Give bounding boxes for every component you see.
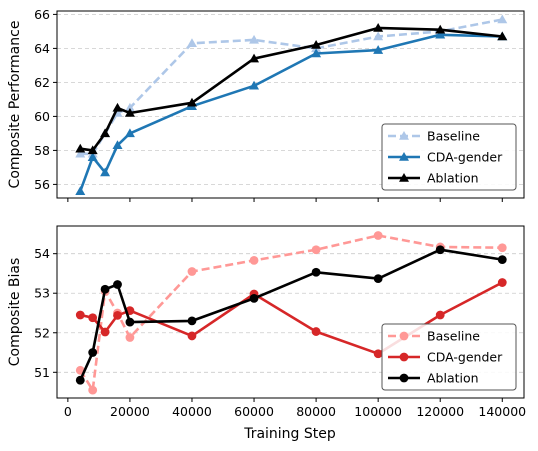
data-point [497, 255, 507, 265]
data-point [75, 310, 85, 320]
data-point [311, 245, 321, 255]
data-point [75, 186, 86, 195]
x-tick-label: 80000 [296, 404, 336, 419]
data-point [249, 256, 259, 265]
data-point [249, 53, 260, 63]
y-tick-label: 54 [34, 246, 50, 261]
x-tick-label: 20000 [110, 404, 150, 419]
legend-label: Ablation [427, 371, 479, 386]
x-tick-label: 120000 [416, 404, 464, 419]
data-point [186, 38, 197, 48]
data-point [497, 243, 507, 253]
data-point [187, 331, 197, 341]
legend-marker [399, 152, 409, 161]
data-point [124, 102, 135, 112]
data-point [373, 23, 384, 32]
legend: Baseline CDA-gender Ablation [381, 123, 517, 191]
series-ablation [75, 245, 507, 385]
y-tick-label: 51 [34, 365, 50, 380]
axes-frame [56, 225, 525, 399]
data-point [100, 128, 111, 138]
legend-box [381, 323, 517, 391]
y-tick-label: 58 [34, 143, 50, 158]
data-point [88, 313, 98, 323]
data-point [75, 148, 86, 158]
legend-box [381, 123, 517, 191]
data-point [125, 317, 135, 327]
legend-label: Baseline [427, 329, 480, 344]
legend-label: CDA-gender [427, 150, 503, 165]
data-point [373, 274, 383, 283]
data-point [435, 24, 446, 34]
data-point [125, 333, 135, 342]
legend-label: Ablation [427, 171, 479, 186]
data-point [100, 167, 111, 177]
y-tick-label: 53 [34, 286, 50, 301]
data-point [311, 267, 321, 277]
data-point [497, 278, 507, 287]
data-point [373, 45, 384, 54]
data-point [88, 385, 98, 395]
data-point [124, 108, 135, 117]
x-tick-label: 100000 [354, 404, 402, 419]
legend-marker [399, 131, 409, 140]
data-point [187, 316, 197, 326]
x-tick-label: 0 [64, 404, 72, 419]
y-tick-label: 62 [34, 75, 50, 90]
data-point [113, 280, 122, 289]
legend-label: CDA-gender [427, 350, 503, 365]
data-point [249, 80, 260, 90]
legend-marker [399, 373, 409, 383]
data-point [373, 31, 384, 41]
performance-panel: 56 58 60 62 64 66 Composite Performance Baselin… [7, 7, 525, 202]
y-tick-label: 56 [34, 177, 50, 192]
data-point [88, 348, 98, 357]
series-cda-gender [75, 278, 507, 359]
legend-label: Baseline [427, 129, 480, 144]
y-axis-label: Composite Performance [7, 21, 23, 189]
data-point [75, 143, 86, 153]
y-tick-label: 60 [34, 109, 50, 124]
y-tick-label: 66 [34, 7, 50, 22]
x-tick-label: 140000 [478, 404, 526, 419]
data-point [87, 152, 98, 161]
data-point [435, 245, 445, 255]
legend-marker [399, 173, 409, 182]
series-ablation [75, 23, 508, 155]
x-tick-label: 60000 [234, 404, 274, 419]
data-point [249, 293, 259, 303]
x-axis-label: Training Step [243, 426, 336, 442]
data-point [100, 284, 110, 294]
y-tick-label: 64 [34, 41, 50, 56]
data-point [373, 231, 383, 240]
data-point [435, 310, 445, 320]
data-point [112, 102, 123, 112]
data-point [186, 97, 197, 107]
data-point [113, 310, 122, 320]
data-point [311, 327, 321, 336]
legend: Baseline CDA-gender Ablation [381, 323, 517, 391]
data-point [435, 29, 446, 39]
y-axis-label: Composite Bias [7, 258, 23, 367]
data-point [100, 327, 110, 337]
data-point [87, 145, 98, 155]
data-point [311, 48, 322, 58]
data-point [249, 34, 260, 44]
data-point [497, 31, 508, 41]
bias-panel: 51 52 53 54 0 20000 40000 60000 80000 100000 12000… [7, 225, 526, 419]
data-point [373, 349, 383, 359]
data-point [124, 128, 135, 138]
data-point [187, 267, 197, 276]
data-point [497, 14, 508, 24]
legend-marker [399, 331, 409, 341]
y-tick-label: 52 [34, 325, 50, 340]
x-tick-label: 40000 [172, 404, 212, 419]
legend-marker [399, 352, 409, 362]
axes-frame [56, 10, 525, 199]
data-point [75, 375, 85, 385]
data-point [311, 40, 322, 49]
data-point [112, 140, 123, 150]
